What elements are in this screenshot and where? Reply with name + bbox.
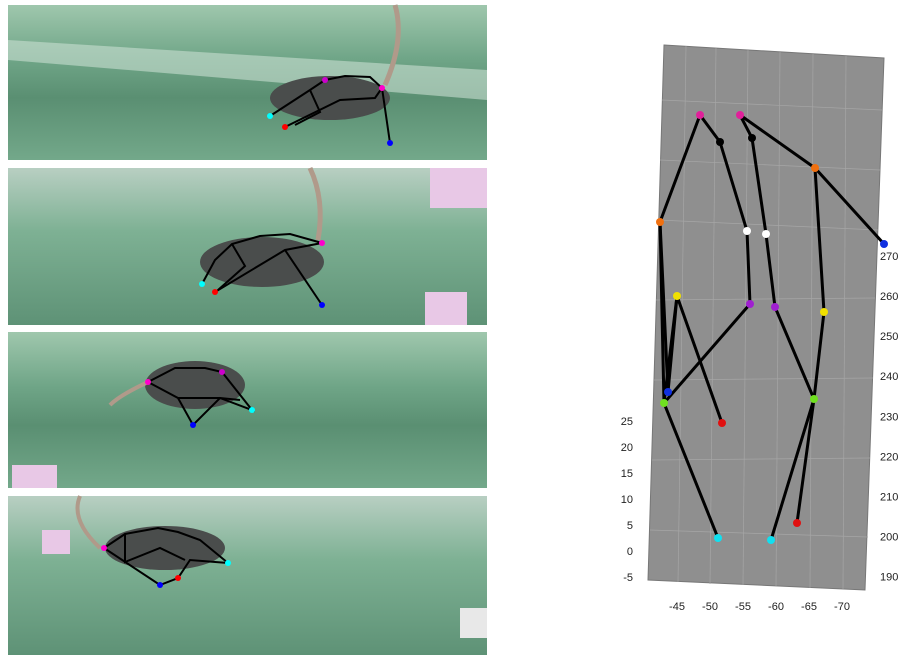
photo-1	[8, 5, 487, 160]
x-tick-label: -60	[768, 601, 784, 613]
z-tick-label: 20	[621, 442, 633, 454]
z-tick-label: 5	[627, 520, 633, 532]
y-tick-label: 200	[880, 532, 898, 544]
z-tick-label: 0	[627, 546, 633, 558]
z-tick-label: -5	[623, 572, 633, 584]
photo-panels	[8, 5, 487, 655]
x-tick-label: -70	[834, 601, 850, 613]
x-tick-label: -55	[735, 601, 751, 613]
photo-3	[8, 332, 487, 488]
z-tick-label: 25	[621, 416, 633, 428]
z-tick-label: 15	[621, 468, 633, 480]
x-tick-label: -65	[801, 601, 817, 613]
y-tick-label: 250	[880, 331, 898, 343]
figure: 25 20 15 10 5 0 -5 270 260 250 240 230 220 210 200 190 -…	[0, 0, 913, 657]
photo-2	[8, 168, 487, 325]
y-tick-label: 270	[880, 251, 898, 263]
z-tick-label: 10	[621, 494, 633, 506]
y-tick-label: 230	[880, 411, 898, 423]
y-tick-label: 260	[880, 291, 898, 303]
y-tick-label: 240	[880, 371, 898, 383]
y-tick-label: 190	[880, 572, 898, 584]
x-tick-label: -45	[669, 601, 685, 613]
photo-4	[8, 496, 487, 655]
x-tick-label: -50	[702, 601, 718, 613]
y-tick-label: 210	[880, 492, 898, 504]
plot-3d	[648, 45, 888, 590]
y-tick-label: 220	[880, 451, 898, 463]
